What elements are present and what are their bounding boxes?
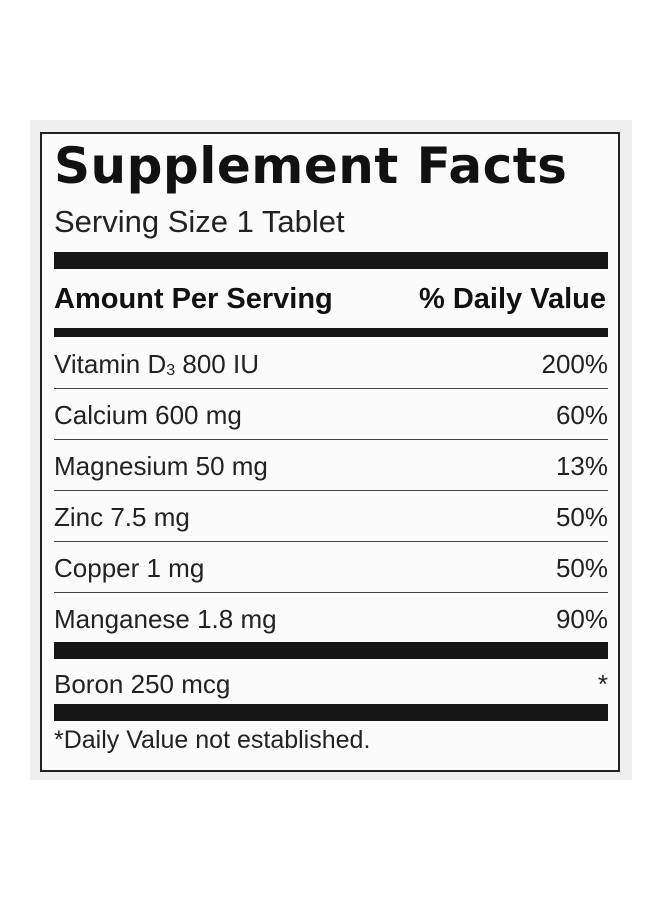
top-thick-divider (54, 252, 608, 269)
footnote: *Daily Value not established. (54, 726, 371, 754)
row-divider (54, 592, 608, 593)
row-divider (54, 439, 608, 440)
nutrient-name: Magnesium 50 mg (54, 451, 268, 481)
nutrient-row-copper: Copper 1 mg 50% (54, 543, 608, 593)
nutrient-daily-value: 50% (555, 502, 608, 532)
nutrient-row-manganese: Manganese 1.8 mg 90% (54, 594, 608, 644)
nutrient-row-magnesium: Magnesium 50 mg 13% (54, 441, 608, 491)
nutrient-name: Manganese 1.8 mg (54, 604, 277, 634)
nutrient-daily-value: 13% (555, 451, 608, 481)
bottom-thick-divider (54, 704, 608, 721)
row-divider (54, 490, 608, 491)
nutrient-row-boron: Boron 250 mcg * (54, 659, 608, 709)
amount-per-serving-header: Amount Per Serving (54, 283, 333, 315)
daily-value-header: % Daily Value (419, 283, 606, 315)
nutrient-daily-value: 60% (555, 400, 608, 430)
nutrient-name: Boron 250 mcg (54, 669, 231, 699)
nutrient-daily-value: 200% (541, 349, 609, 379)
nutrient-row-zinc: Zinc 7.5 mg 50% (54, 492, 608, 542)
nutrient-name: Zinc 7.5 mg (54, 502, 190, 532)
label-title: Supplement Facts (54, 137, 568, 195)
serving-size: Serving Size 1 Tablet (54, 204, 345, 239)
nutrient-row-vitamin-d3: Vitamin D3 800 IU 200% (54, 339, 608, 389)
nutrient-name: Vitamin D3 800 IU (54, 349, 259, 379)
nutrient-daily-value: 90% (555, 604, 608, 634)
row-divider (54, 388, 608, 389)
nutrient-name: Calcium 600 mg (54, 400, 242, 430)
supplement-facts-panel: Supplement Facts Serving Size 1 Tablet A… (40, 132, 620, 772)
row-divider (54, 541, 608, 542)
middle-thick-divider (54, 642, 608, 659)
nutrient-daily-value: * (597, 669, 608, 699)
nutrient-daily-value: 50% (555, 553, 608, 583)
header-divider (54, 328, 608, 337)
nutrient-name: Copper 1 mg (54, 553, 205, 583)
nutrient-row-calcium: Calcium 600 mg 60% (54, 390, 608, 440)
